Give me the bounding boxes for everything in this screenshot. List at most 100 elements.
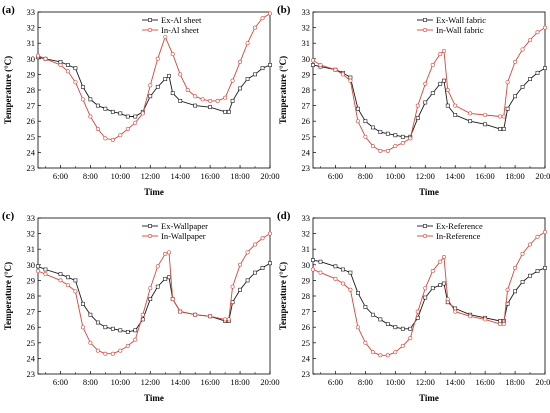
data-point — [408, 326, 413, 331]
chart-svg-a: (a) Temperature (°C) Time 23 24 25 26 27 28 29 30 3… — [2, 4, 280, 197]
data-point — [193, 312, 198, 317]
chart-svg-c: (c) Temperature (°C) Time 23 24 25 26 27 28 29 30 3… — [2, 210, 280, 403]
data-point — [133, 120, 138, 125]
data-point — [543, 266, 547, 270]
data-point — [81, 84, 85, 89]
data-point — [223, 109, 227, 114]
data-point — [385, 353, 390, 358]
data-point — [542, 230, 547, 235]
x-tick-label: 10:00 — [386, 377, 405, 387]
x-tick-label: 6:00 — [328, 171, 343, 181]
data-point — [95, 103, 100, 108]
data-point — [110, 109, 115, 114]
data-point — [408, 336, 413, 341]
legend-label: Ex-Wall fabric — [436, 15, 486, 25]
data-point — [400, 326, 405, 331]
data-point — [441, 48, 446, 53]
data-point — [415, 103, 420, 108]
data-point — [501, 322, 506, 327]
data-point — [370, 312, 375, 317]
data-point — [223, 317, 228, 322]
data-point — [43, 267, 48, 272]
data-point — [110, 351, 115, 356]
data-point — [148, 83, 153, 88]
data-point — [393, 350, 398, 355]
data-point — [73, 80, 78, 85]
legend-marker — [148, 224, 152, 228]
x-tick-label: 14:00 — [446, 377, 465, 387]
x-tick-label: 8:00 — [358, 171, 373, 181]
data-point — [528, 77, 532, 81]
y-tick-label: 30 — [27, 54, 36, 64]
data-point — [110, 326, 115, 331]
data-point — [501, 114, 506, 119]
data-point — [66, 275, 70, 280]
data-point — [140, 312, 145, 317]
plot-frame — [37, 217, 271, 375]
data-point — [311, 258, 315, 263]
x-tick-label: 20:00 — [535, 377, 550, 387]
y-tick-label: 32 — [302, 23, 311, 33]
data-point — [163, 276, 168, 281]
x-tick-label: 8:00 — [83, 377, 98, 387]
data-point — [442, 281, 446, 286]
y-tick-label: 26 — [302, 322, 311, 332]
data-point — [155, 284, 160, 289]
legend-label: In-Wall fabric — [436, 25, 484, 35]
data-point — [170, 91, 175, 96]
x-tick-label: 18:00 — [230, 377, 249, 387]
y-tick-label: 29 — [302, 275, 311, 285]
x-tick-label: 20:00 — [535, 171, 550, 181]
data-point — [385, 322, 390, 326]
data-point — [245, 41, 250, 46]
data-point — [348, 78, 353, 83]
y-tick-label: 23 — [27, 163, 36, 173]
data-point — [535, 70, 540, 75]
data-point — [453, 113, 458, 117]
data-point — [118, 328, 123, 333]
x-tick-label: 12:00 — [416, 171, 435, 181]
y-tick-label: 29 — [27, 69, 36, 79]
y-tick-label: 28 — [27, 85, 36, 95]
data-point — [528, 273, 532, 278]
data-point — [88, 114, 93, 119]
x-tick-label: 18:00 — [505, 377, 524, 387]
data-point — [520, 47, 525, 52]
data-point — [140, 111, 145, 116]
data-point — [253, 25, 258, 30]
data-point — [226, 109, 231, 114]
y-tick-label: 31 — [302, 38, 311, 48]
data-point — [230, 300, 235, 305]
data-point — [445, 103, 450, 108]
data-point — [430, 63, 435, 68]
data-point — [80, 97, 85, 102]
x-tick-label: 6:00 — [328, 377, 343, 387]
data-point — [453, 309, 458, 314]
data-point — [230, 78, 235, 83]
data-point — [36, 264, 40, 269]
data-point — [393, 325, 398, 330]
chart-panel-a: (a) Temperature (°C) Time 23 24 25 26 27 28 29 30 3… — [0, 0, 280, 206]
data-point — [520, 84, 525, 89]
legend-label: Ex-Al sheet — [161, 15, 202, 25]
x-tick-label: 18:00 — [230, 171, 249, 181]
x-tick-label: 14:00 — [171, 171, 190, 181]
panel-label: (a) — [2, 4, 15, 16]
data-point — [133, 337, 138, 342]
data-point — [95, 320, 100, 325]
data-point — [223, 95, 228, 100]
data-point — [268, 63, 272, 67]
data-point — [513, 94, 517, 99]
x-tick-label: 12:00 — [141, 171, 160, 181]
data-point — [125, 127, 130, 132]
data-point — [468, 314, 473, 319]
data-point — [178, 309, 183, 314]
data-point — [58, 272, 63, 277]
x-tick-label: 16:00 — [475, 171, 494, 181]
data-point — [260, 236, 265, 241]
data-point — [43, 56, 48, 61]
data-point — [423, 295, 428, 300]
data-point — [438, 52, 443, 57]
data-point — [200, 97, 205, 102]
data-point — [356, 106, 360, 111]
